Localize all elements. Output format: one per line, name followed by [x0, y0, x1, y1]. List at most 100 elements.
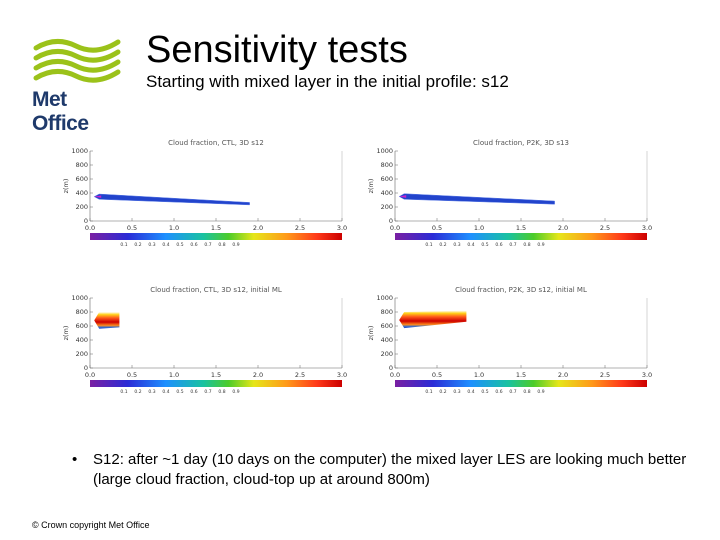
chart-panel-4: Cloud fraction, P2K, 3D s12, initial ML z…	[365, 282, 655, 412]
x-tick-label: 2.5	[295, 224, 305, 232]
chart-title: Cloud fraction, CTL, 3D s12, initial ML	[150, 286, 282, 294]
colorbar-tick-label: 0.9	[232, 389, 239, 395]
colorbar	[90, 233, 342, 240]
x-tick-label: 3.0	[337, 224, 347, 232]
x-tick-label: 1.0	[474, 371, 484, 379]
x-tick-label: 2.0	[253, 371, 263, 379]
y-tick-label: 400	[76, 336, 88, 344]
y-tick-label: 0	[84, 217, 88, 225]
y-tick-label: 800	[76, 308, 88, 316]
colorbar-tick-label: 0.8	[218, 389, 225, 395]
colorbar-tick-label: 0.3	[148, 242, 155, 248]
x-tick-label: 2.5	[600, 224, 610, 232]
colorbar-tick-label: 0.8	[218, 242, 225, 248]
chart-panel-1: Cloud fraction, CTL, 3D s12 z(m) 0 200 400 60…	[60, 135, 350, 265]
colorbar-tick-label: 0.5	[481, 389, 488, 395]
slide-subtitle: Starting with mixed layer in the initial…	[146, 72, 509, 91]
chart-svg: Cloud fraction, P2K, 3D s13 z(m) 0 200 400 60…	[367, 139, 652, 248]
chart-title: Cloud fraction, P2K, 3D s13	[473, 139, 569, 147]
x-tick-label: 0.5	[432, 224, 442, 232]
colorbar-tick-label: 0.6	[190, 389, 197, 395]
colorbar-tick-label: 0.4	[467, 389, 474, 395]
colorbar	[90, 380, 342, 387]
chart-svg: Cloud fraction, CTL, 3D s12 z(m) 0 200 400 60…	[62, 139, 347, 248]
x-tick-label: 1.5	[211, 224, 221, 232]
bullet-text: S12: after ~1 day (10 days on the comput…	[93, 451, 687, 488]
y-tick-label: 0	[84, 364, 88, 372]
colorbar-tick-label: 0.6	[190, 242, 197, 248]
logo-waves-icon	[33, 39, 121, 83]
y-tick-label: 600	[381, 322, 393, 330]
y-tick-label: 600	[76, 175, 88, 183]
colorbar-tick-label: 0.3	[148, 389, 155, 395]
y-tick-label: 1000	[376, 147, 393, 155]
colorbar-tick-label: 0.4	[162, 389, 169, 395]
cloud-fraction-edge	[399, 195, 407, 198]
colorbar-tick-label: 0.1	[120, 242, 127, 248]
x-tick-label: 3.0	[642, 224, 652, 232]
y-tick-label: 800	[76, 161, 88, 169]
y-tick-label: 0	[389, 217, 393, 225]
x-tick-label: 1.5	[516, 224, 526, 232]
bullet-dot: •	[72, 451, 78, 468]
x-tick-label: 3.0	[337, 371, 347, 379]
colorbar-tick-label: 0.4	[467, 242, 474, 248]
x-tick-label: 2.5	[295, 371, 305, 379]
colorbar-tick-label: 0.1	[425, 389, 432, 395]
y-tick-label: 200	[381, 350, 393, 358]
colorbar-tick-label: 0.6	[495, 389, 502, 395]
y-tick-label: 400	[381, 336, 393, 344]
colorbar-tick-label: 0.5	[481, 242, 488, 248]
colorbar-tick-label: 0.8	[523, 242, 530, 248]
bullet-point: • S12: after ~1 day (10 days on the comp…	[72, 450, 692, 490]
colorbar-tick-label: 0.2	[134, 389, 141, 395]
footer-copyright: © Crown copyright Met Office	[32, 520, 150, 530]
chart-title: Cloud fraction, P2K, 3D s12, initial ML	[455, 286, 587, 294]
y-tick-label: 600	[76, 322, 88, 330]
logo-text: Met Office	[32, 88, 89, 135]
y-tick-label: 400	[381, 189, 393, 197]
met-office-logo: Met Office	[30, 30, 126, 135]
colorbar-tick-label: 0.2	[439, 242, 446, 248]
y-tick-label: 0	[389, 364, 393, 372]
y-tick-label: 200	[76, 203, 88, 211]
slide-title: Sensitivity tests	[146, 29, 408, 71]
colorbar-tick-label: 0.3	[453, 389, 460, 395]
y-tick-label: 1000	[71, 294, 88, 302]
y-tick-label: 800	[381, 308, 393, 316]
colorbar-tick-label: 0.2	[439, 389, 446, 395]
x-tick-label: 2.0	[558, 224, 568, 232]
y-tick-label: 200	[381, 203, 393, 211]
colorbar-tick-label: 0.2	[134, 242, 141, 248]
y-axis-label: z(m)	[367, 326, 375, 341]
x-tick-label: 2.0	[253, 224, 263, 232]
colorbar-tick-label: 0.1	[120, 389, 127, 395]
x-tick-label: 0.5	[127, 371, 137, 379]
colorbar-tick-label: 0.4	[162, 242, 169, 248]
colorbar-tick-label: 0.9	[537, 242, 544, 248]
colorbar-tick-label: 0.6	[495, 242, 502, 248]
y-tick-label: 1000	[376, 294, 393, 302]
colorbar	[395, 233, 647, 240]
x-tick-label: 2.0	[558, 371, 568, 379]
colorbar-tick-label: 0.9	[232, 242, 239, 248]
colorbar	[395, 380, 647, 387]
colorbar-tick-label: 0.7	[204, 242, 211, 248]
x-tick-label: 1.0	[474, 224, 484, 232]
colorbar-tick-label: 0.8	[523, 389, 530, 395]
x-tick-label: 1.0	[169, 224, 179, 232]
colorbar-tick-label: 0.9	[537, 389, 544, 395]
y-tick-label: 1000	[71, 147, 88, 155]
x-tick-label: 0.5	[432, 371, 442, 379]
colorbar-tick-label: 0.7	[204, 389, 211, 395]
x-tick-label: 1.0	[169, 371, 179, 379]
y-axis-label: z(m)	[62, 179, 70, 194]
x-tick-label: 0.0	[85, 224, 95, 232]
y-axis-label: z(m)	[367, 179, 375, 194]
y-tick-label: 200	[76, 350, 88, 358]
colorbar-tick-label: 0.7	[509, 242, 516, 248]
cloud-fraction-field	[398, 193, 555, 205]
chart-panel-2: Cloud fraction, P2K, 3D s13 z(m) 0 200 400 60…	[365, 135, 655, 265]
chart-title: Cloud fraction, CTL, 3D s12	[168, 139, 264, 147]
y-tick-label: 800	[381, 161, 393, 169]
